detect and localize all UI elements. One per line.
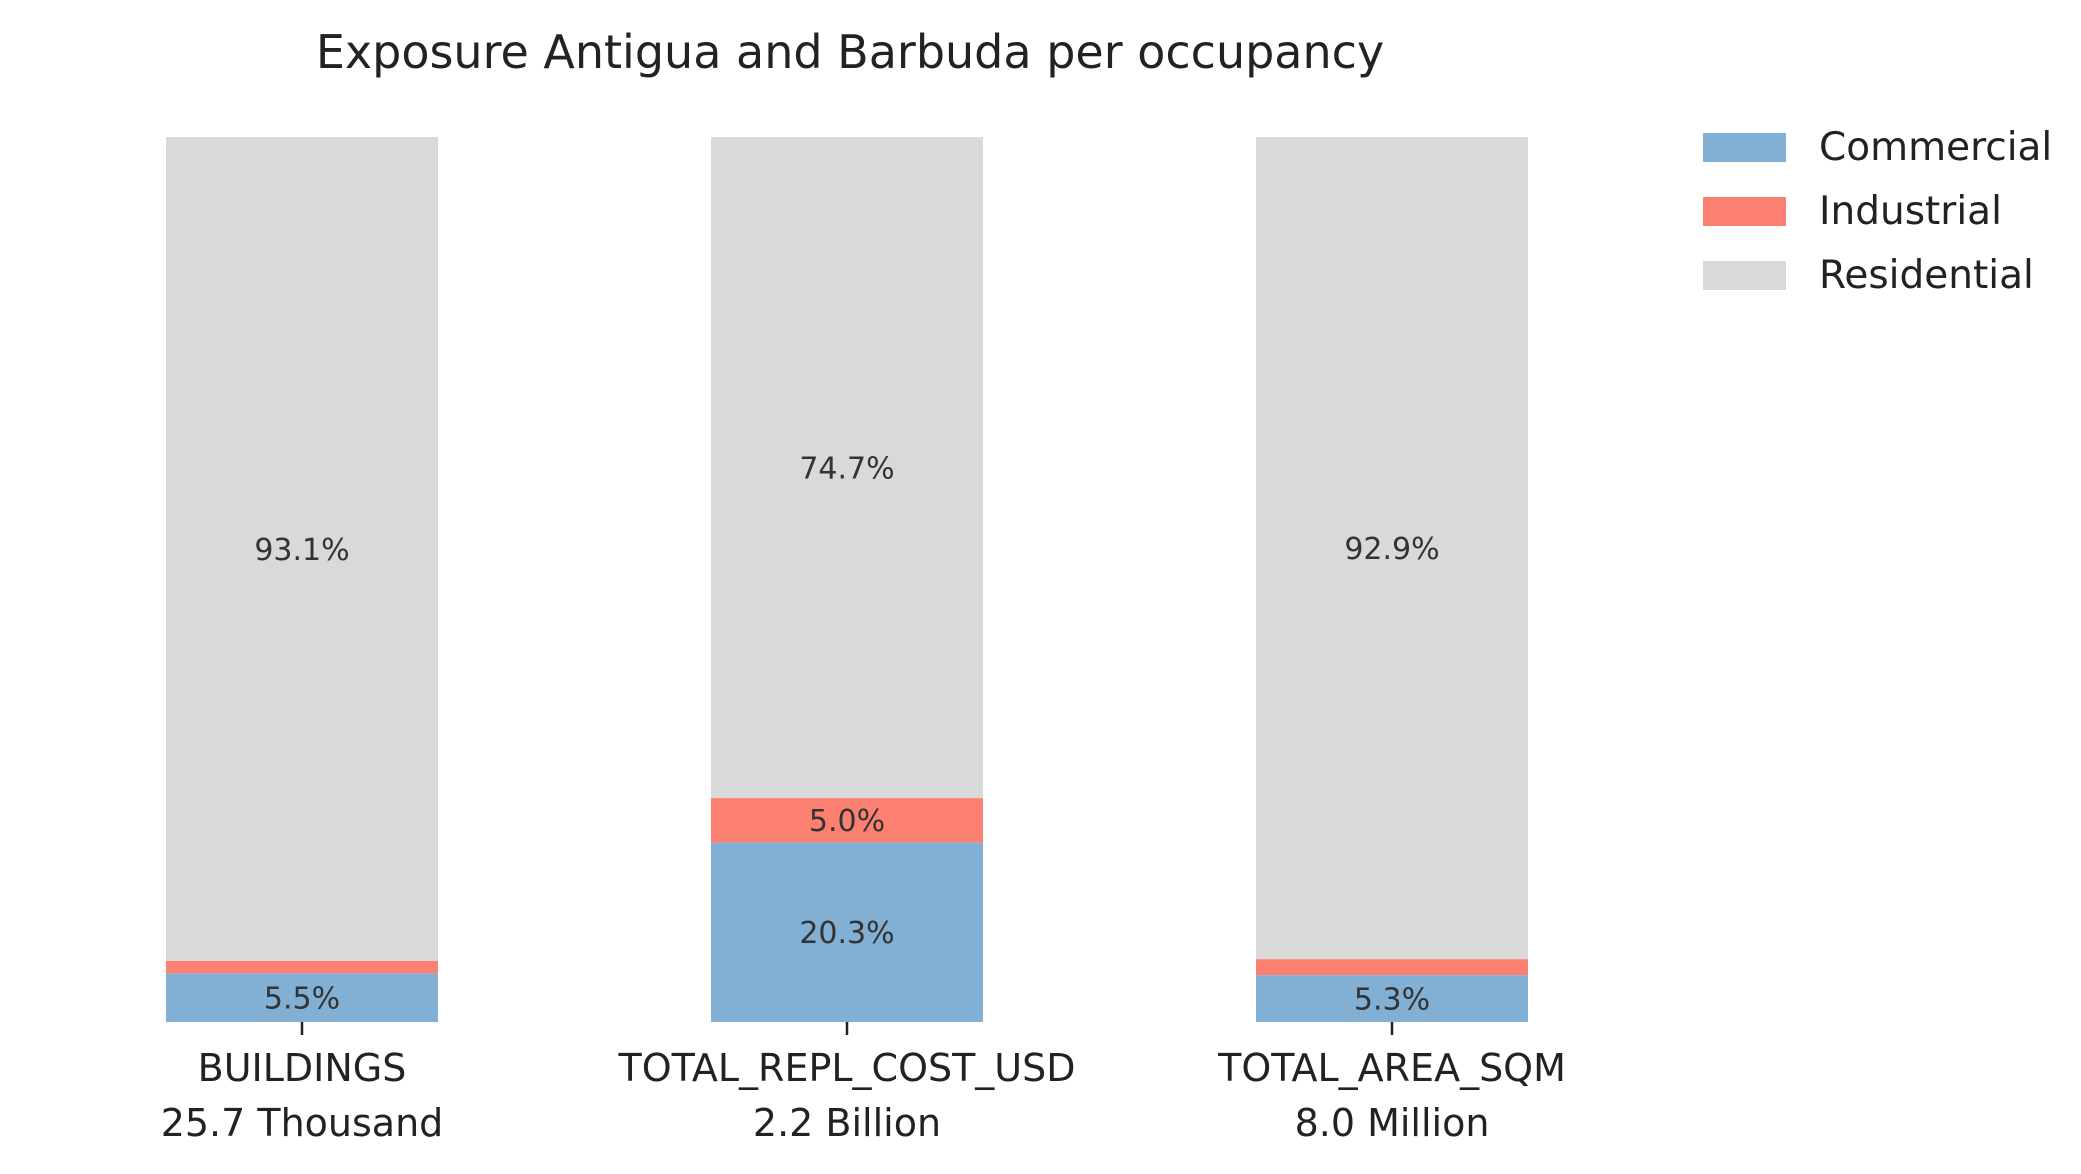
legend-label-residential: Residential	[1819, 253, 2034, 298]
data-label-residential-buildings: 93.1%	[254, 533, 349, 568]
x-tick-label: TOTAL_AREA_SQM	[1217, 1046, 1566, 1090]
bar-segment-industrial-buildings	[166, 960, 438, 974]
bar-segment-residential-total_repl_cost_usd	[711, 137, 983, 799]
data-label-industrial-total_repl_cost_usd: 5.0%	[809, 804, 885, 839]
legend-swatch-commercial	[1703, 133, 1786, 162]
x-tick-total-label: 2.2 Billion	[753, 1101, 941, 1145]
legend: Commercial Industrial Residential	[1703, 125, 2052, 298]
x-axis: BUILDINGS 25.7 Thousand TOTAL_REPL_COST_US…	[161, 1022, 1566, 1145]
legend-swatch-residential	[1703, 261, 1786, 290]
legend-label-industrial: Industrial	[1819, 189, 2002, 234]
x-tick-total-label: 8.0 Million	[1295, 1101, 1490, 1145]
data-label-residential-total_area_sqm: 92.9%	[1344, 532, 1439, 567]
bar-segment-residential-buildings	[166, 137, 438, 961]
chart-title: Exposure Antigua and Barbuda per occupan…	[316, 25, 1384, 79]
x-tick-label: BUILDINGS	[198, 1046, 407, 1090]
bar-segment-commercial-buildings	[166, 973, 438, 1022]
data-label-commercial-total_repl_cost_usd: 20.3%	[799, 916, 894, 951]
data-label-commercial-total_area_sqm: 5.3%	[1354, 983, 1430, 1018]
x-tick-label: TOTAL_REPL_COST_USD	[617, 1046, 1075, 1090]
legend-label-commercial: Commercial	[1819, 125, 2052, 170]
bar-segment-industrial-total_area_sqm	[1256, 959, 1528, 976]
bar-segment-residential-total_area_sqm	[1256, 137, 1528, 960]
data-label-residential-total_repl_cost_usd: 74.7%	[799, 452, 894, 487]
legend-swatch-industrial	[1703, 197, 1786, 226]
x-tick-total-label: 25.7 Thousand	[161, 1101, 444, 1145]
bars-group: 5.5% 93.1% 20.3% 5.0% 74.7% 5.3% 92.9%	[166, 137, 1528, 1022]
bar-segment-commercial-total_area_sqm	[1256, 975, 1528, 1022]
bar-segment-industrial-total_repl_cost_usd	[711, 798, 983, 843]
data-label-commercial-buildings: 5.5%	[264, 982, 340, 1017]
bar-segment-commercial-total_repl_cost_usd	[711, 842, 983, 1022]
